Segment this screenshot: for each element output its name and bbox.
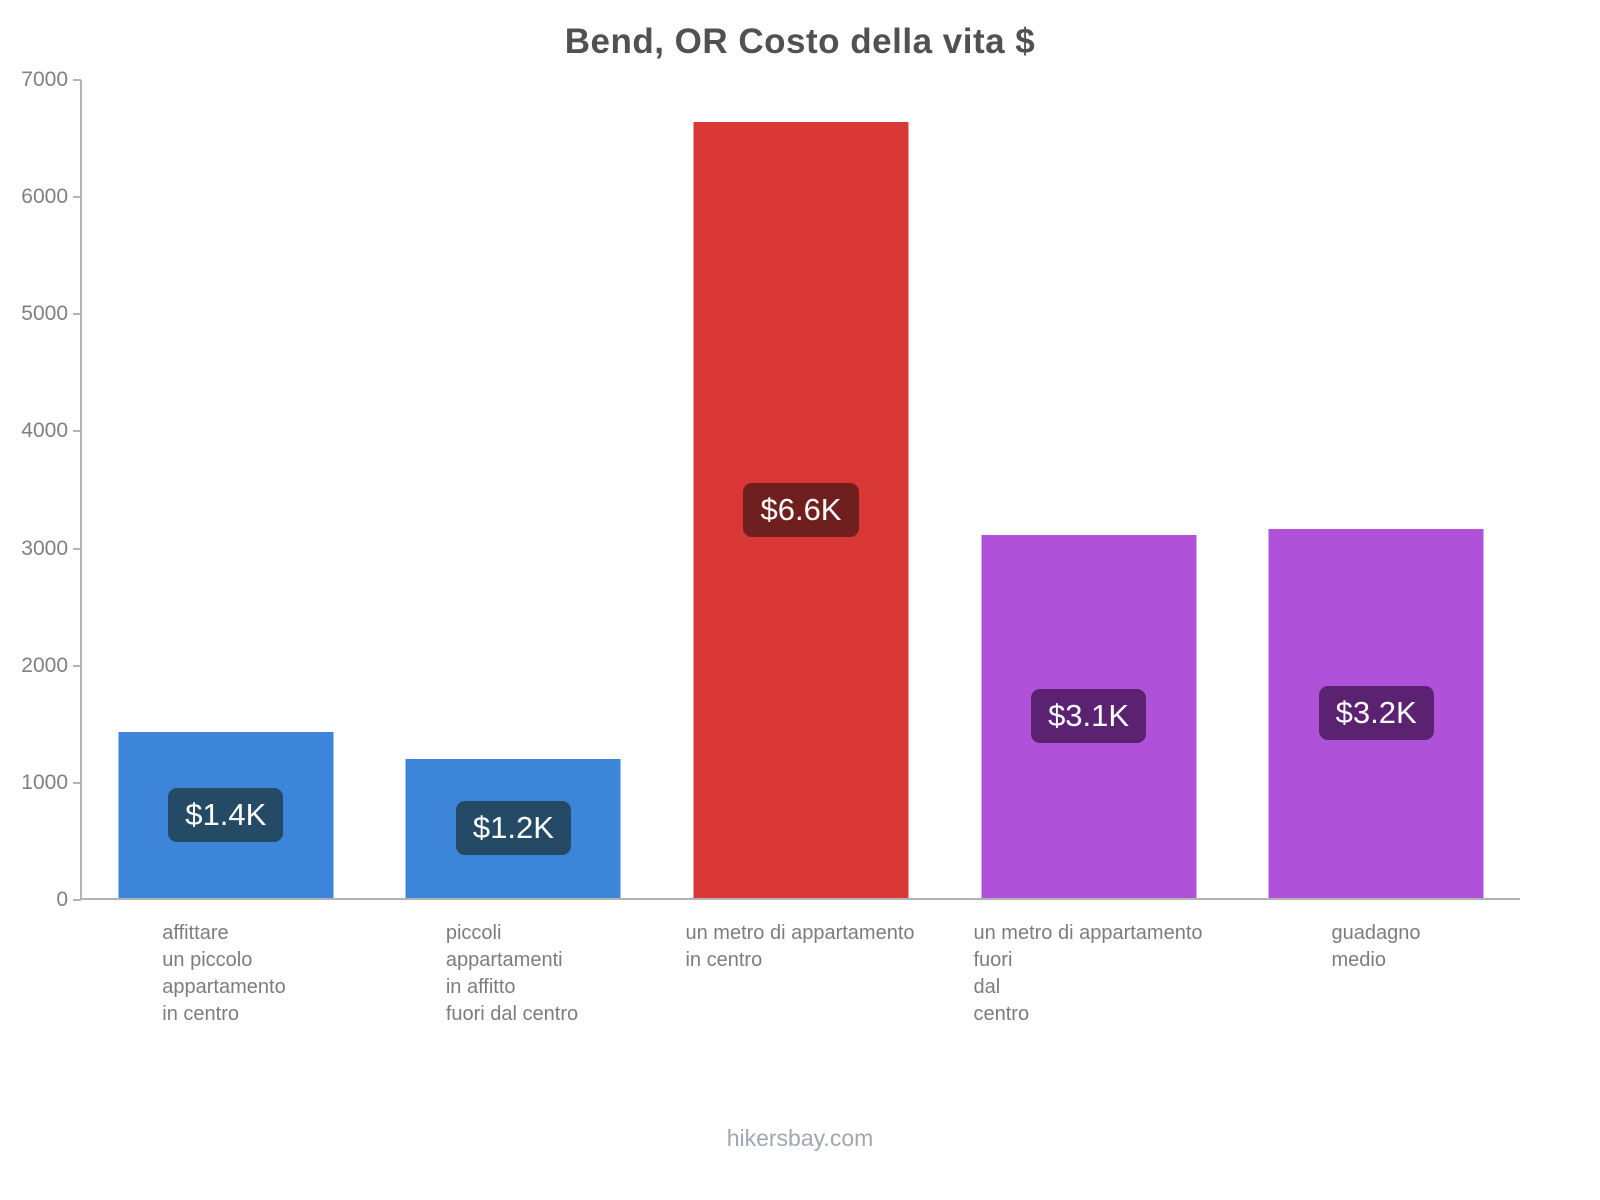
bar-2: $6.6K <box>693 122 909 898</box>
bars-container: $1.4K $1.2K $6.6K $3.1K $3.2K <box>82 80 1520 898</box>
plot-area: $1.4K $1.2K $6.6K $3.1K $3.2K <box>80 80 1520 900</box>
category-label: un metro di appartamento in centro <box>685 920 914 1028</box>
bar-0: $1.4K <box>118 732 334 898</box>
y-tick-mark <box>73 79 81 81</box>
bar-slot: $1.2K <box>370 80 658 898</box>
category-label-line: guadagno <box>1331 922 1421 944</box>
bar-value-label: $6.6K <box>743 483 859 538</box>
category-label-line: affittare <box>162 922 229 944</box>
category-label: piccoli appartamenti in affitto fuori dal c… <box>446 920 578 1028</box>
category-label-line: in affitto <box>445 976 516 998</box>
x-label-slot: guadagno medio <box>1232 920 1520 1028</box>
y-tick-mark <box>73 313 81 316</box>
y-tick-label: 1000 <box>21 770 68 794</box>
category-label-line: fuori dal centro <box>445 1003 579 1025</box>
category-label-line: fuori <box>973 949 1013 971</box>
y-tick-label: 5000 <box>21 302 68 326</box>
category-label-line: un piccolo <box>162 949 253 971</box>
category-label: un metro di appartamento fuori dal centro <box>973 920 1202 1028</box>
bar-4: $3.2K <box>1268 528 1484 898</box>
x-axis-labels: affittare un piccolo appartamento in centro… <box>80 920 1520 1028</box>
y-tick-label: 6000 <box>21 185 68 209</box>
bar-value-label: $1.2K <box>455 801 571 856</box>
y-tick-mark <box>73 196 81 199</box>
category-label-line: centro <box>973 1003 1030 1025</box>
y-tick-label: 4000 <box>21 419 68 443</box>
category-label: affittare un piccolo appartamento in centro <box>162 920 285 1028</box>
category-label-line: un metro di appartamento <box>685 922 915 944</box>
bar-1: $1.2K <box>405 758 621 898</box>
y-tick-label: 7000 <box>21 68 68 91</box>
category-label: guadagno medio <box>1332 920 1421 1028</box>
category-label-line: piccoli <box>445 922 502 944</box>
bar-slot: $3.2K <box>1232 80 1520 898</box>
bar-3: $3.1K <box>981 534 1197 898</box>
y-tick-mark <box>73 899 81 901</box>
bar-value-label: $3.1K <box>1031 689 1147 744</box>
y-tick-mark <box>73 664 81 667</box>
category-label-line: in centro <box>685 949 763 971</box>
bar-slot: $1.4K <box>82 80 370 898</box>
y-tick-mark <box>73 781 81 784</box>
y-tick-label: 0 <box>56 888 68 911</box>
category-label-line: in centro <box>162 1003 239 1025</box>
y-tick-label: 3000 <box>21 536 68 560</box>
y-tick-mark <box>73 430 81 433</box>
category-label-line: appartamenti <box>445 949 563 971</box>
bar-slot: $6.6K <box>657 80 945 898</box>
category-label-line: dal <box>973 976 1001 998</box>
chart-title: Bend, OR Costo della vita $ <box>564 22 1036 61</box>
category-label-line: medio <box>1331 949 1386 971</box>
x-label-slot: piccoli appartamenti in affitto fuori dal c… <box>368 920 656 1028</box>
bar-slot: $3.1K <box>945 80 1233 898</box>
x-label-slot: un metro di appartamento in centro <box>656 920 944 1028</box>
footer-watermark: hikersbay.com <box>726 1125 874 1151</box>
bar-value-label: $3.2K <box>1318 686 1434 741</box>
x-label-slot: affittare un piccolo appartamento in centro <box>80 920 368 1028</box>
y-tick-label: 2000 <box>21 653 68 677</box>
x-label-slot: un metro di appartamento fuori dal centro <box>944 920 1232 1028</box>
bar-value-label: $1.4K <box>168 788 284 843</box>
category-label-line: appartamento <box>162 976 286 998</box>
category-label-line: un metro di appartamento <box>973 922 1203 944</box>
y-tick-mark <box>73 547 81 550</box>
